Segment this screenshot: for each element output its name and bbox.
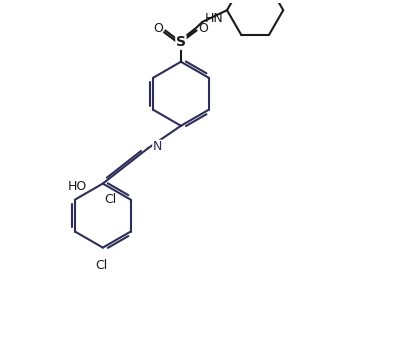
Text: HN: HN [204, 12, 223, 25]
Text: S: S [176, 35, 186, 49]
Text: Cl: Cl [105, 193, 117, 206]
Text: N: N [152, 140, 162, 153]
Text: O: O [153, 22, 163, 35]
Text: Cl: Cl [95, 258, 107, 272]
Text: HO: HO [67, 180, 87, 192]
Text: O: O [198, 22, 208, 35]
